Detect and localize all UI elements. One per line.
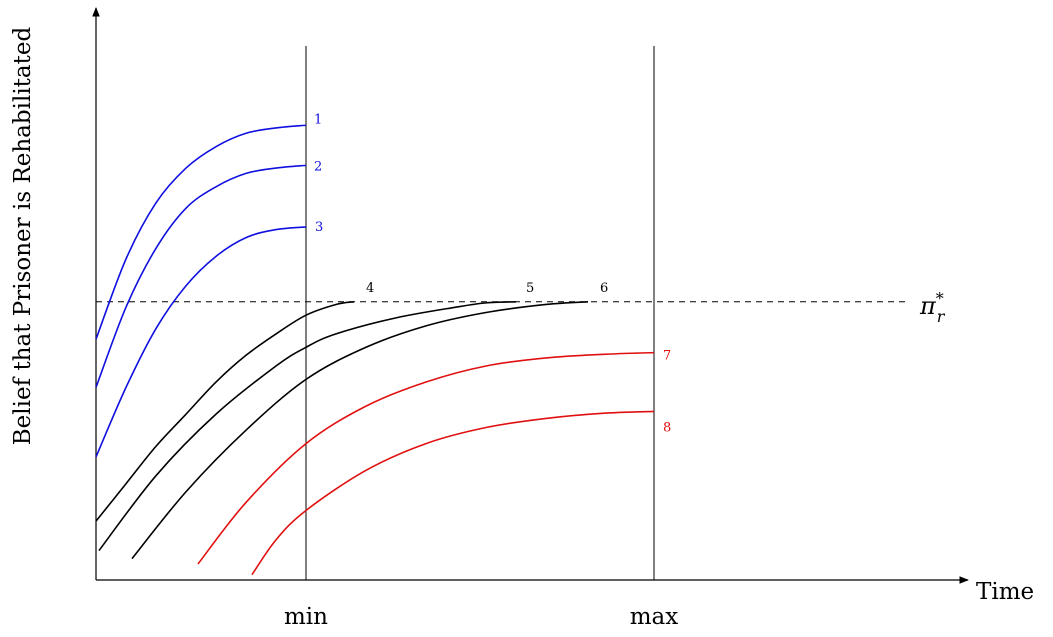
series-label-6: 6 [600,281,608,296]
tick-label-max: max [630,604,679,630]
series-label-4: 4 [366,281,374,296]
threshold-subscript: r [937,307,946,326]
series-label-3: 3 [315,220,323,235]
x-axis-label: Time [976,579,1034,605]
series-line-5 [98,301,517,552]
series-label-5: 5 [526,281,534,296]
threshold-symbol: π [919,292,937,320]
series-line-6 [131,301,589,560]
series-line-4 [95,301,355,522]
series-label-1: 1 [314,112,322,127]
series-line-8 [251,410,655,576]
y-axis-label: Belief that Prisoner is Rehabilitated [10,27,36,446]
threshold-superscript: * [936,289,944,308]
series-line-2 [95,164,307,388]
series-line-7 [197,351,655,565]
series-label-8: 8 [663,420,671,435]
vertical-reference-lines: min max [284,46,678,630]
series-line-1 [95,124,307,340]
series-line-3 [95,226,307,458]
series-curves: 1 2 3 4 5 6 7 8 [95,112,671,576]
tick-label-min: min [284,604,328,630]
series-label-7: 7 [663,349,671,364]
threshold-label: π* r [919,289,946,326]
series-label-2: 2 [314,159,322,174]
